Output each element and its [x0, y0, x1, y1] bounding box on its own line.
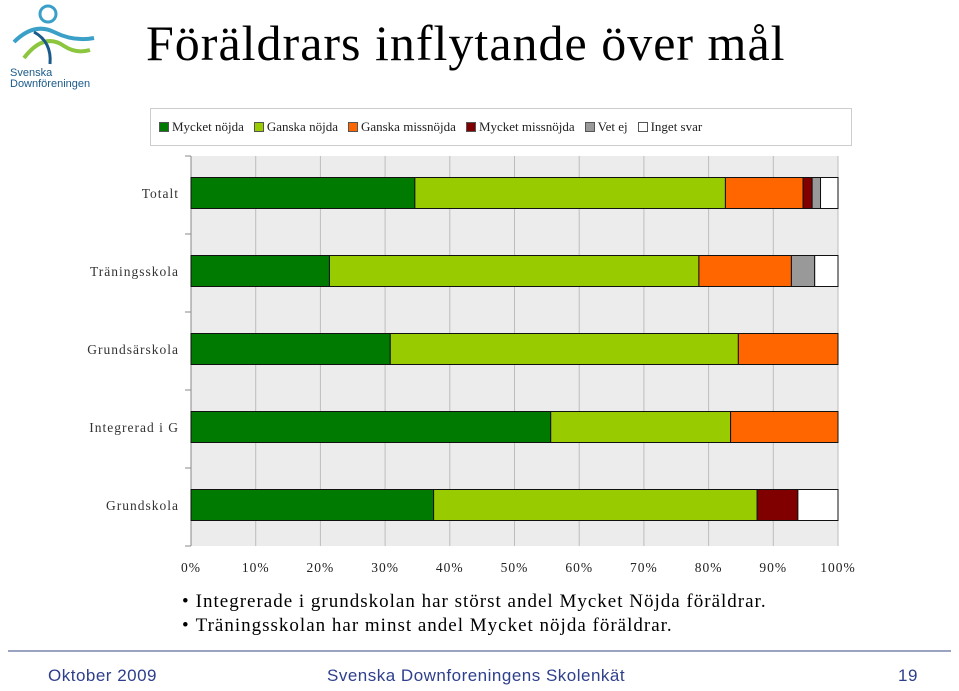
bullet-item-1: Integrerade i grundskolan har störst and… — [182, 590, 767, 614]
footer-divider — [8, 650, 951, 652]
legend-item: Vet ej — [584, 119, 628, 135]
x-tick-label: 40% — [436, 560, 464, 575]
stacked-bar-chart: Totalt Träningsskola Grundsärskola Integrer… — [87, 155, 856, 575]
bar-segment — [414, 177, 726, 209]
bar-segment — [433, 489, 758, 521]
bar-segment — [820, 177, 839, 209]
legend-item: Mycket missnöjda — [465, 119, 575, 135]
legend-label: Vet ej — [597, 119, 628, 134]
legend-swatch — [584, 122, 595, 132]
footer-date: Oktober 2009 — [48, 666, 158, 685]
category-label: Träningsskola — [90, 264, 179, 279]
x-tick-label: 0% — [181, 560, 201, 575]
legend-label: Mycket nöjda — [172, 119, 244, 134]
bar-segment — [802, 177, 813, 209]
x-tick-label: 70% — [630, 560, 658, 575]
page-title: Föräldrars inflytande över mål — [146, 15, 786, 71]
logo-text: Svenska Downföreningen — [10, 68, 90, 90]
category-label: Integrerad i G — [89, 420, 179, 435]
bar-segment — [811, 177, 822, 209]
x-tick-label: 50% — [501, 560, 529, 575]
legend-label: Ganska nöjda — [266, 119, 338, 134]
legend-item: Ganska missnöjda — [347, 119, 456, 135]
legend-swatch — [159, 122, 169, 132]
x-tick-label: 100% — [820, 560, 856, 575]
bar-segment — [790, 255, 816, 287]
legend-swatch — [465, 122, 476, 132]
bar-segment — [797, 489, 839, 521]
bar-segment — [756, 489, 799, 521]
bar-segment — [190, 411, 552, 443]
category-label: Totalt — [142, 186, 179, 201]
x-tick-label: 10% — [242, 560, 270, 575]
legend-swatch — [347, 122, 358, 132]
x-tick-label: 80% — [695, 560, 723, 575]
category-label: Grundsärskola — [87, 342, 179, 357]
bar-segment — [389, 333, 739, 365]
legend-item: Inget svar — [637, 119, 703, 135]
footer-page-number: 19 — [898, 666, 918, 685]
legend-label: Mycket missnöjda — [478, 119, 575, 134]
footer-org: Svenska Downforeningens Skolenkät — [327, 666, 626, 685]
bar-segment — [730, 411, 839, 443]
x-tick-label: 90% — [759, 560, 787, 575]
bullet-list: Integrerade i grundskolan har störst and… — [182, 590, 767, 638]
logo-line2: Downföreningen — [10, 78, 91, 90]
bullet-item-2: Träningsskolan har minst andel Mycket nö… — [182, 614, 767, 638]
bar-segment — [814, 255, 839, 287]
legend-label: Inget svar — [650, 119, 703, 134]
bar-segment — [550, 411, 732, 443]
logo-line1: Svenska — [10, 67, 53, 79]
bar-segment — [190, 255, 330, 287]
chart-legend: Mycket nöjda Ganska nöjda Ganska missnöjda… — [150, 108, 852, 146]
legend-label: Ganska missnöjda — [360, 119, 456, 134]
x-tick-label: 20% — [307, 560, 335, 575]
logo: Svenska Downföreningen — [4, 2, 104, 97]
x-tick-label: 30% — [371, 560, 399, 575]
bar-segment — [737, 333, 839, 365]
logo-figure-icon — [12, 4, 95, 65]
legend-item: Ganska nöjda — [253, 119, 338, 135]
legend-swatch — [637, 122, 648, 132]
legend-swatch — [253, 122, 264, 132]
bar-segment — [328, 255, 700, 287]
bar-segment — [190, 489, 435, 521]
bar-segment — [724, 177, 804, 209]
category-label: Grundskola — [106, 498, 179, 513]
x-tick-label: 60% — [565, 560, 593, 575]
legend-item: Mycket nöjda — [159, 119, 244, 135]
bar-segment — [698, 255, 792, 287]
bar-segment — [190, 177, 416, 209]
bar-segment — [190, 333, 391, 365]
